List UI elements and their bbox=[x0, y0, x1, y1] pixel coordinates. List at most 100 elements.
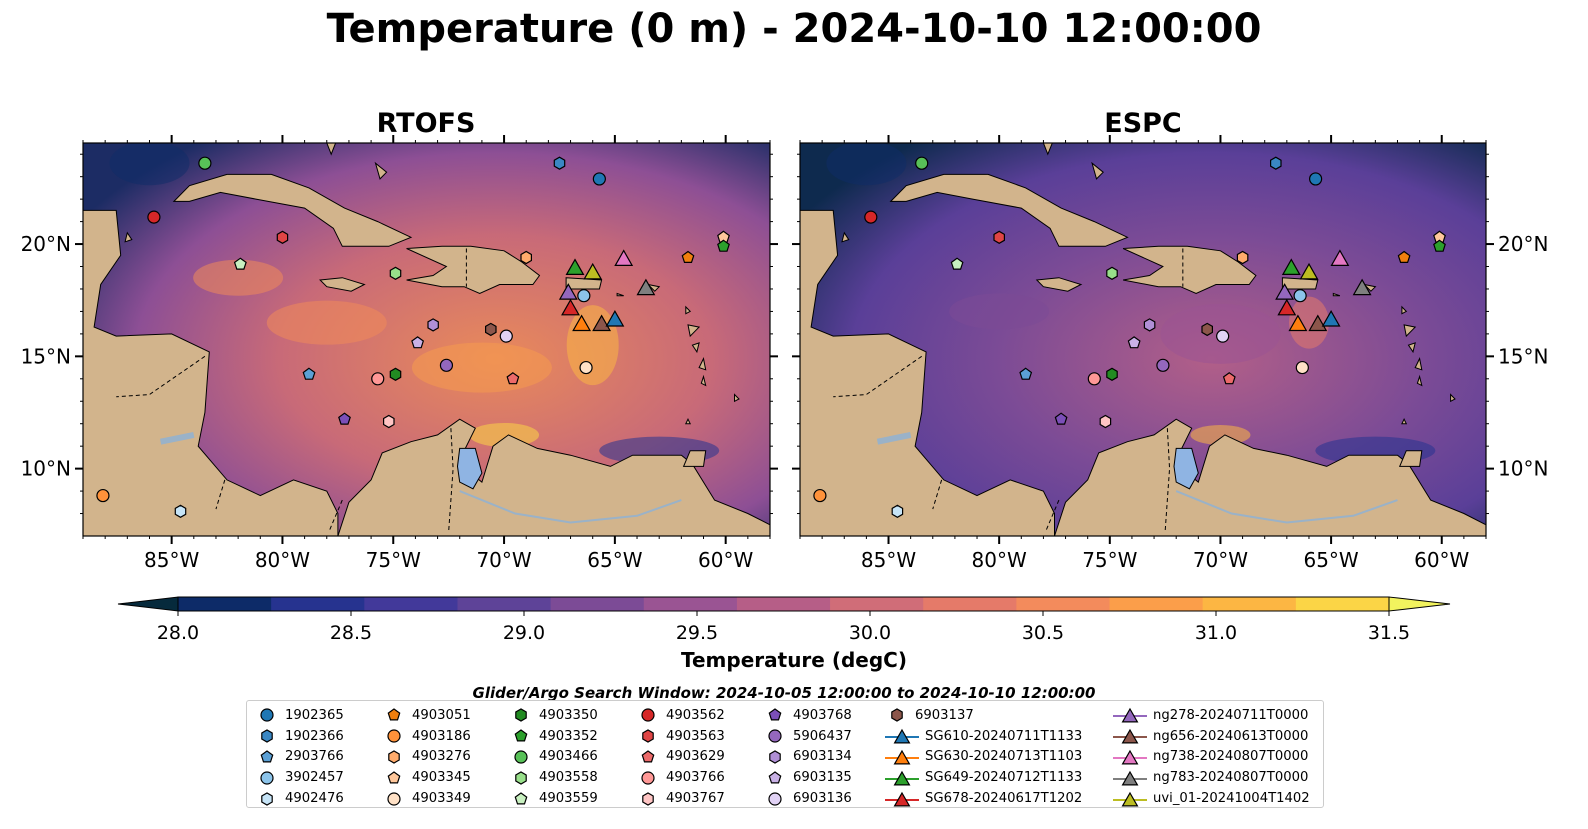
legend-label: 4903768 bbox=[793, 707, 852, 723]
colorbar-segment bbox=[550, 597, 645, 611]
legend-label: 4903349 bbox=[412, 791, 471, 807]
lon-tick-label: 80°W bbox=[972, 548, 1027, 572]
country-border bbox=[328, 499, 343, 532]
obs-3902457 bbox=[577, 289, 591, 303]
obs-4903767 bbox=[383, 414, 395, 429]
land-shape bbox=[1042, 143, 1053, 156]
obs-SG678-20240617T1202 bbox=[1277, 298, 1297, 316]
lat-tick-label: 15°N bbox=[21, 344, 71, 368]
legend-label: 6903135 bbox=[793, 770, 852, 786]
legend-marker bbox=[641, 771, 655, 785]
colorbar-tick-label: 31.0 bbox=[1194, 622, 1238, 644]
legend-item: 4903766 bbox=[636, 767, 725, 788]
legend-marker bbox=[514, 750, 528, 764]
land-shape bbox=[319, 277, 366, 292]
country-border bbox=[1045, 499, 1060, 532]
legend-item: 6903137 bbox=[885, 705, 1082, 726]
obs-5906437 bbox=[439, 358, 454, 372]
colorbar-segment bbox=[1202, 597, 1297, 611]
colorbar-label: Temperature (degC) bbox=[681, 648, 907, 672]
lon-tick-label: 75°W bbox=[1082, 548, 1137, 572]
circle-marker-icon bbox=[768, 791, 782, 806]
triangle-marker-icon bbox=[885, 770, 919, 786]
legend-marker bbox=[387, 729, 401, 743]
circle-marker-icon bbox=[641, 771, 655, 785]
colorbar-segment bbox=[271, 597, 365, 611]
legend-marker bbox=[387, 791, 401, 806]
legend-item: 4903562 bbox=[636, 705, 725, 726]
colorbar-segment bbox=[923, 597, 1017, 611]
figure-title: Temperature (0 m) - 2024-10-10 12:00:00 bbox=[326, 6, 1262, 52]
obs-2903766 bbox=[1019, 367, 1033, 380]
legend-label: 4903345 bbox=[412, 770, 471, 786]
legend-column: 4903562 4903563 4903629 4903766 4903767 bbox=[636, 705, 725, 809]
colorbar-extend-high bbox=[1388, 596, 1451, 612]
legend-label: 4903562 bbox=[666, 707, 725, 723]
legend-item: ng278-20240711T0000 bbox=[1113, 705, 1310, 726]
legend-label: 5906437 bbox=[793, 728, 852, 744]
obs-4903466 bbox=[198, 156, 212, 170]
legend-marker bbox=[261, 791, 273, 806]
legend-label: SG678-20240617T1202 bbox=[925, 791, 1083, 807]
legend-label: 4903563 bbox=[666, 728, 725, 744]
land-shape bbox=[800, 143, 1055, 536]
panel-title-espc: ESPC bbox=[1104, 108, 1182, 139]
colorbar-segment bbox=[643, 597, 738, 611]
obs-uvi_01-20241004T1402 bbox=[1299, 262, 1319, 280]
legend-item: 4903563 bbox=[636, 726, 725, 747]
obs-ng656-20240613T0000 bbox=[1308, 314, 1328, 332]
land-shape bbox=[1401, 305, 1408, 315]
triangle-marker-icon bbox=[1113, 708, 1147, 723]
colorbar-tick-label: 28.5 bbox=[329, 622, 373, 644]
triangle-marker-icon bbox=[885, 791, 919, 807]
obs-uvi_01-20241004T1402 bbox=[583, 262, 603, 280]
legend-label: 3902457 bbox=[285, 770, 344, 786]
obs-ng738-20240807T0000 bbox=[614, 249, 634, 266]
obs-4903276 bbox=[520, 250, 533, 265]
land-shape bbox=[646, 283, 661, 292]
land-shape bbox=[1407, 342, 1416, 354]
obs-6903135 bbox=[1127, 336, 1141, 349]
obs-4903352 bbox=[717, 239, 730, 252]
map-frame bbox=[799, 142, 1487, 537]
obs-SG649-20240712T1133 bbox=[565, 258, 585, 275]
triangle-marker-icon bbox=[1113, 770, 1147, 786]
land-shape bbox=[1414, 357, 1423, 371]
obs-4903562 bbox=[147, 210, 161, 224]
hexagon-marker-icon bbox=[261, 729, 273, 743]
land-shape bbox=[326, 143, 337, 156]
obs-SG649-20240712T1133 bbox=[1281, 258, 1301, 275]
legend-column: 6903137 SG610-20240711T1133 SG630-20240713… bbox=[885, 705, 1082, 809]
obs-1902366 bbox=[1269, 156, 1282, 170]
triangle-marker-icon bbox=[885, 728, 919, 744]
land-shape bbox=[406, 245, 541, 295]
obs-SG630-20240713T1103 bbox=[1288, 314, 1308, 332]
obs-ng278-20240711T0000 bbox=[558, 283, 578, 300]
legend-item: 4903051 bbox=[382, 705, 471, 726]
legend-item: 1902366 bbox=[255, 726, 344, 747]
legend-marker bbox=[893, 749, 911, 765]
colorbar-extend-low bbox=[117, 596, 179, 612]
obs-4903352 bbox=[1433, 239, 1446, 252]
obs-4903767 bbox=[1099, 414, 1112, 429]
pentagon-marker-icon bbox=[768, 708, 782, 721]
legend-item: 4903345 bbox=[382, 767, 471, 788]
legend-marker bbox=[1121, 770, 1139, 786]
colorbar-segment bbox=[736, 597, 831, 611]
land-shape bbox=[374, 161, 388, 180]
legend-label: 4903629 bbox=[666, 749, 725, 765]
colorbar-segment bbox=[364, 597, 458, 611]
lake-nicaragua bbox=[876, 432, 912, 445]
legend-label: 4903558 bbox=[539, 770, 598, 786]
lon-tick-label: 70°W bbox=[1193, 548, 1248, 572]
legend-marker bbox=[768, 729, 782, 743]
legend-label: 4903767 bbox=[666, 791, 725, 807]
obs-5906437 bbox=[1156, 358, 1170, 372]
obs-SG630-20240713T1103 bbox=[572, 314, 592, 332]
pentagon-marker-icon bbox=[768, 771, 782, 784]
pentagon-marker-icon bbox=[387, 771, 401, 784]
legend-label: 6903137 bbox=[915, 707, 974, 723]
obs-1902366 bbox=[553, 156, 566, 170]
legend-marker bbox=[1121, 749, 1139, 765]
legend-marker bbox=[514, 791, 528, 805]
